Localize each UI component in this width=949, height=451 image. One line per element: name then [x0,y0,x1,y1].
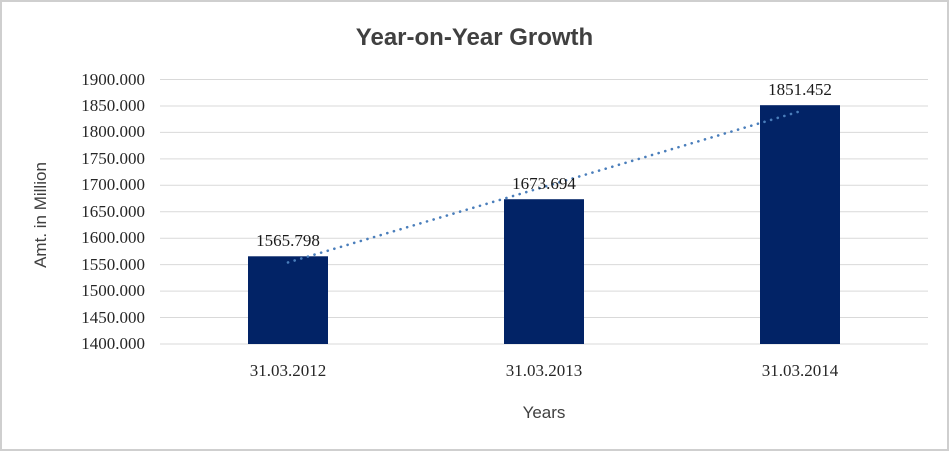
chart-title: Year-on-Year Growth [355,24,594,51]
bar-value-label: 1673.694 [512,174,576,194]
y-tick-label: 1550.000 [81,254,145,274]
y-tick-label: 1500.000 [81,281,145,301]
y-tick-label: 1900.000 [81,69,145,89]
y-tick-label: 1400.000 [81,334,145,353]
y-tick-label: 1700.000 [81,175,145,195]
y-tick-label: 1600.000 [81,228,145,248]
y-tick-label: 1450.000 [81,307,145,327]
x-tick-label: 31.03.2014 [761,361,839,380]
y-tick-label: 1650.000 [81,201,145,221]
bar-31.03.2012 [248,256,328,344]
bar-value-label: 1851.452 [768,80,832,100]
y-tick-label: 1750.000 [81,148,145,168]
x-tick-label: 31.03.2012 [249,361,327,380]
bar-31.03.2014 [760,105,840,345]
y-tick-label: 1800.000 [81,122,145,142]
x-tick-label: 31.03.2013 [505,361,583,380]
bar-31.03.2013 [504,199,584,344]
bar-value-label: 1565.798 [256,231,320,251]
trendline [286,110,802,264]
y-tick-label: 1850.000 [81,95,145,115]
x-axis-title: Years [522,403,566,422]
